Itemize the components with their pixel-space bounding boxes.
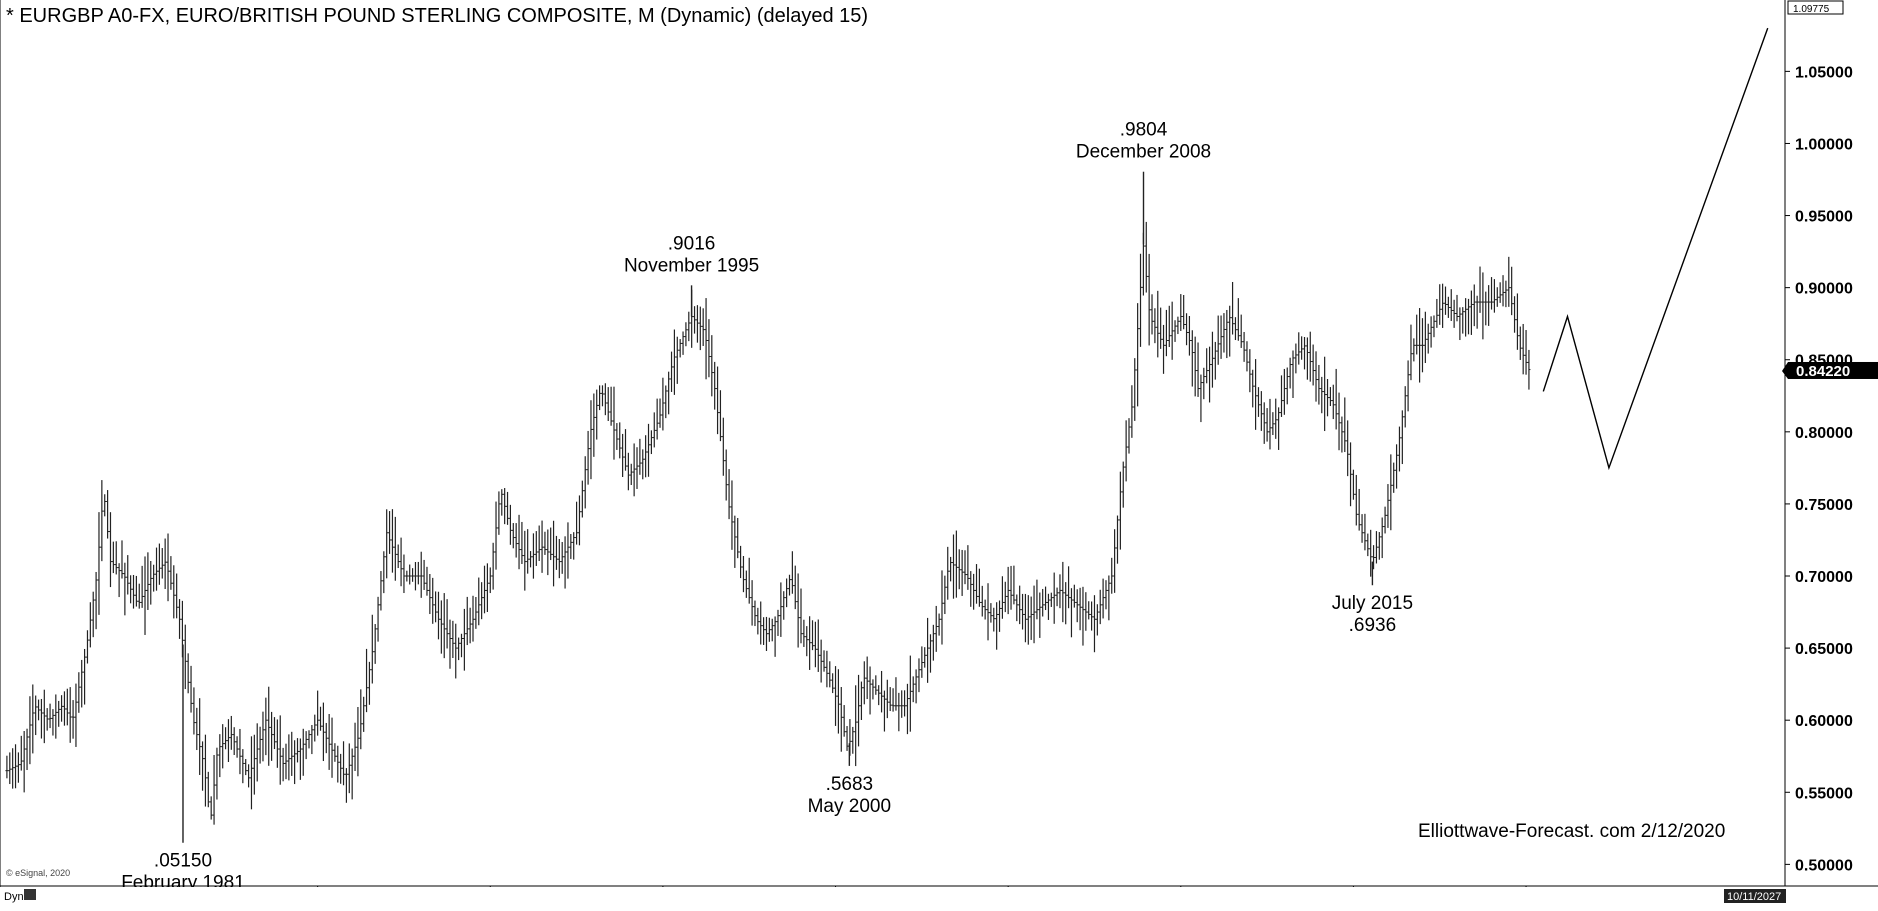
y-tick-label: 0.50000 [1795, 857, 1853, 874]
price-bars [5, 171, 1531, 843]
y-tick-label: 0.70000 [1795, 569, 1853, 586]
projection-line [1542, 27, 1769, 471]
annotation-label: .05150 [154, 851, 212, 872]
annotation-label: May 2000 [808, 796, 891, 817]
footer-corner: Dyn 10/11/2027 [0, 887, 1878, 906]
end-date-label: 10/11/2027 [1727, 891, 1781, 903]
last-price-label: 0.84220 [1796, 363, 1850, 380]
annotation-label: July 2015 [1332, 593, 1413, 614]
y-tick-label: 0.95000 [1795, 209, 1853, 226]
y-tick-label: 1.00000 [1795, 136, 1853, 153]
y-tick-label: 1.05000 [1795, 64, 1853, 81]
annotation-label: December 2008 [1076, 142, 1211, 163]
last-price-box: 0.84220 [1782, 361, 1878, 380]
series-lines [1542, 27, 1769, 471]
y-tick-label: 0.80000 [1795, 425, 1853, 442]
copyright: © eSignal, 2020 [6, 868, 70, 878]
y-tick-label: 0.55000 [1795, 785, 1853, 802]
annotation-label: .9016 [668, 233, 716, 254]
top-price-label: 1.09775 [1793, 4, 1830, 15]
y-tick-label: 0.75000 [1795, 497, 1853, 514]
annotation-label: .5683 [826, 774, 874, 795]
corner-label: Dyn [4, 891, 24, 903]
y-tick-label: 0.65000 [1795, 641, 1853, 658]
y-axis: 0.50000 0.55000 0.60000 0.65000 0.70000 0.750… [1785, 64, 1853, 874]
top-price-box: 1.09775 [1787, 0, 1844, 15]
annotation-label: .9804 [1120, 120, 1168, 141]
watermark: Elliottwave-Forecast. com 2/12/2020 [1418, 821, 1725, 842]
annotation-label: .6936 [1349, 615, 1397, 636]
chart-title: * EURGBP A0-FX, EURO/BRITISH POUND STERL… [6, 5, 868, 27]
y-tick-label: 0.60000 [1795, 713, 1853, 730]
y-tick-label: 0.90000 [1795, 281, 1853, 298]
annotation-label: November 1995 [624, 255, 759, 276]
